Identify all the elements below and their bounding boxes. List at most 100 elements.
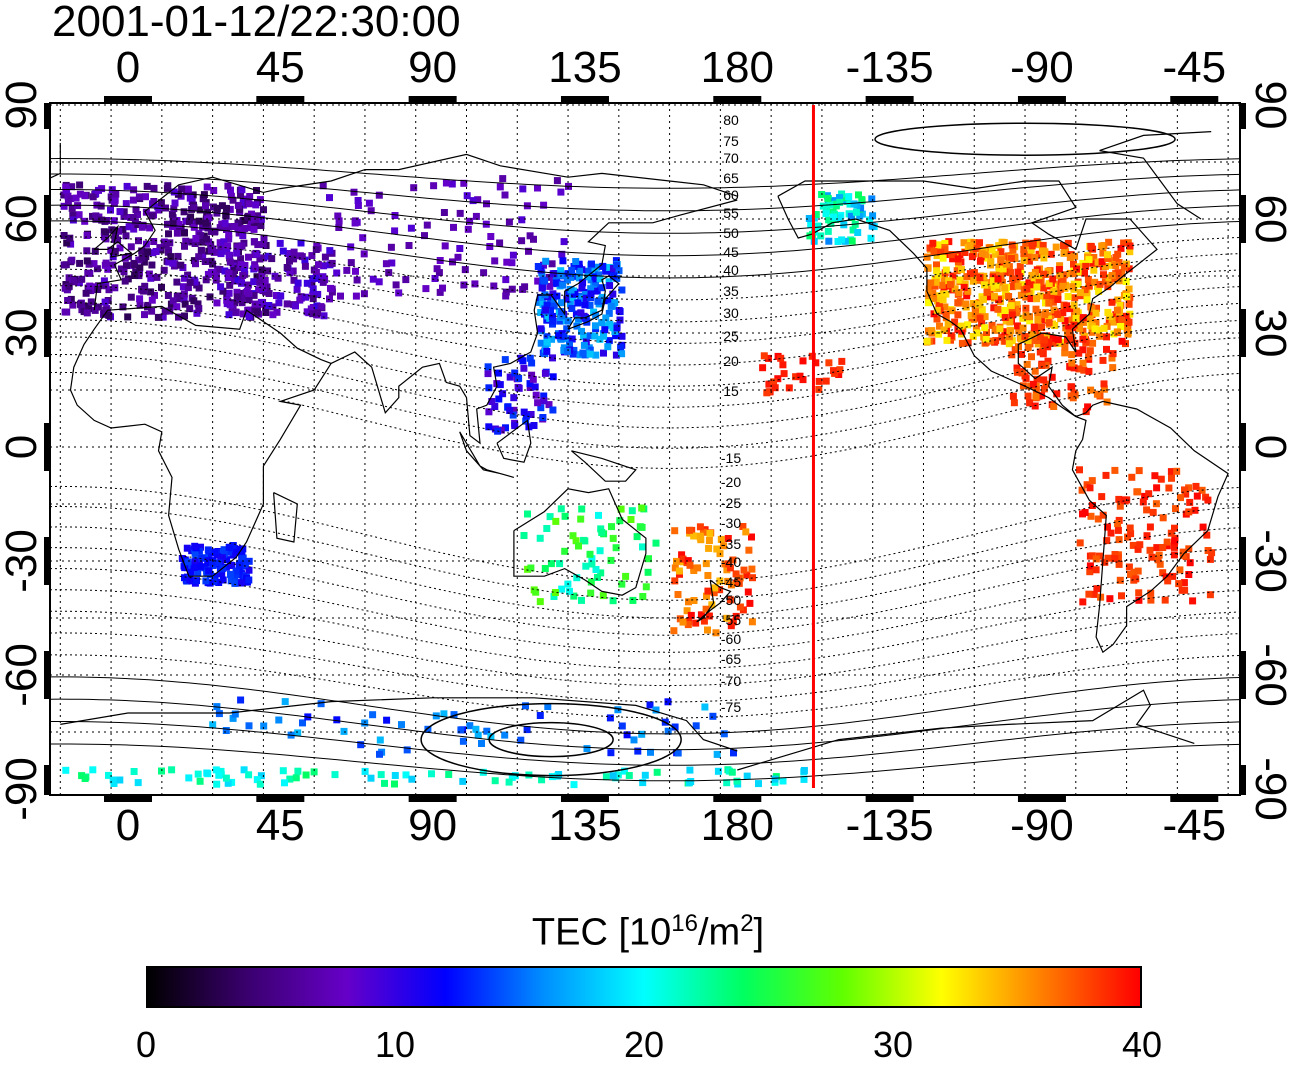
tec-cell [780,370,788,378]
tec-cell [252,201,260,209]
tec-cell [598,529,606,536]
tec-cell [1049,275,1057,283]
tec-cell [173,217,181,224]
tec-cell [1163,542,1171,550]
tec-cell [298,253,306,261]
tec-cell [257,772,265,780]
tec-cell [690,532,698,540]
tec-cell [981,313,989,321]
tec-cell [186,278,194,286]
contour-line [50,676,1240,735]
tec-cell [485,408,493,416]
tec-cell [969,333,977,340]
right-lat-tick: 0 [1246,434,1292,460]
tec-cell [391,780,398,788]
tec-cell [696,523,704,531]
tec-cell [185,218,193,225]
tec-cell [699,528,707,536]
tec-cell [169,297,177,305]
tec-cell [148,212,156,220]
tec-cell [694,564,702,572]
tec-cell [1168,474,1175,482]
tec-cell [1134,488,1142,496]
tec-cell [1049,298,1057,306]
tec-cell [728,768,736,776]
tec-cell [1053,390,1061,398]
tec-cell [245,313,253,321]
frame-tick-bars [44,96,1246,802]
tec-cell [711,584,719,592]
tec-cell [435,269,443,277]
tec-cell [720,542,728,550]
tec-cell [854,229,862,236]
tec-cell [245,576,253,584]
tec-cell [1114,526,1122,534]
tec-cell [337,292,344,300]
tec-cell [572,537,580,545]
tec-cell [1101,262,1109,270]
tec-cell [988,321,996,329]
tec-cell [250,222,258,230]
tec-cell [269,303,277,311]
tec-cell [1032,305,1040,313]
tec-cell [942,310,950,318]
tec-cell [1048,373,1056,381]
tec-cell [245,253,252,261]
tec-cell [237,261,245,269]
tec-cell [815,377,823,385]
tec-cell [410,184,418,192]
tec-cell [261,277,269,284]
tec-cell [391,772,399,779]
tec-cell [608,523,615,531]
tec-cell [545,273,553,281]
tec-cell [1008,307,1016,315]
tec-cell [558,250,566,258]
tec-cell [1040,340,1048,348]
tec-cell [237,696,245,704]
tec-cell [439,284,446,292]
tec-cell [1038,362,1046,369]
tec-cell [245,566,253,574]
tec-cell [726,564,734,572]
tec-cell [275,299,283,307]
tec-cell [110,217,118,225]
tec-cell [253,273,261,281]
tec-cell [570,290,578,298]
left-tick-bar [44,195,50,243]
tec-cell [852,208,860,216]
tec-cell [150,198,158,205]
tec-cell [838,236,846,244]
bottom-tick-bar [256,796,305,802]
tec-cell [488,398,496,405]
tec-cell [217,250,225,258]
tec-cell [194,300,202,308]
tec-cell [175,221,183,228]
tec-cell [1076,324,1083,332]
tec-cell [486,243,494,250]
tec-cell [305,309,313,317]
tec-cell [739,523,747,530]
tec-cell [1135,589,1143,597]
tec-cell [855,191,862,199]
tec-cell [704,572,712,579]
tec-cell [704,626,711,634]
tec-cell [575,274,583,282]
tec-cell [598,284,606,292]
tec-cell [592,275,600,283]
tec-cell [1066,336,1074,343]
tec-cell [292,774,300,782]
tec-cell [223,204,230,212]
tec-cell [217,767,225,775]
tec-cell [613,261,621,269]
tec-cell [1113,328,1121,336]
tec-cell [181,274,188,282]
tec-cell [1089,259,1097,267]
tec-cell [1159,569,1167,577]
tec-cell [712,629,720,637]
tec-cell [1075,349,1083,357]
tec-cell [238,548,246,556]
tec-cell [557,505,565,513]
tec-cell [546,513,554,521]
tec-cell [301,262,309,270]
tec-cell [1045,299,1053,307]
